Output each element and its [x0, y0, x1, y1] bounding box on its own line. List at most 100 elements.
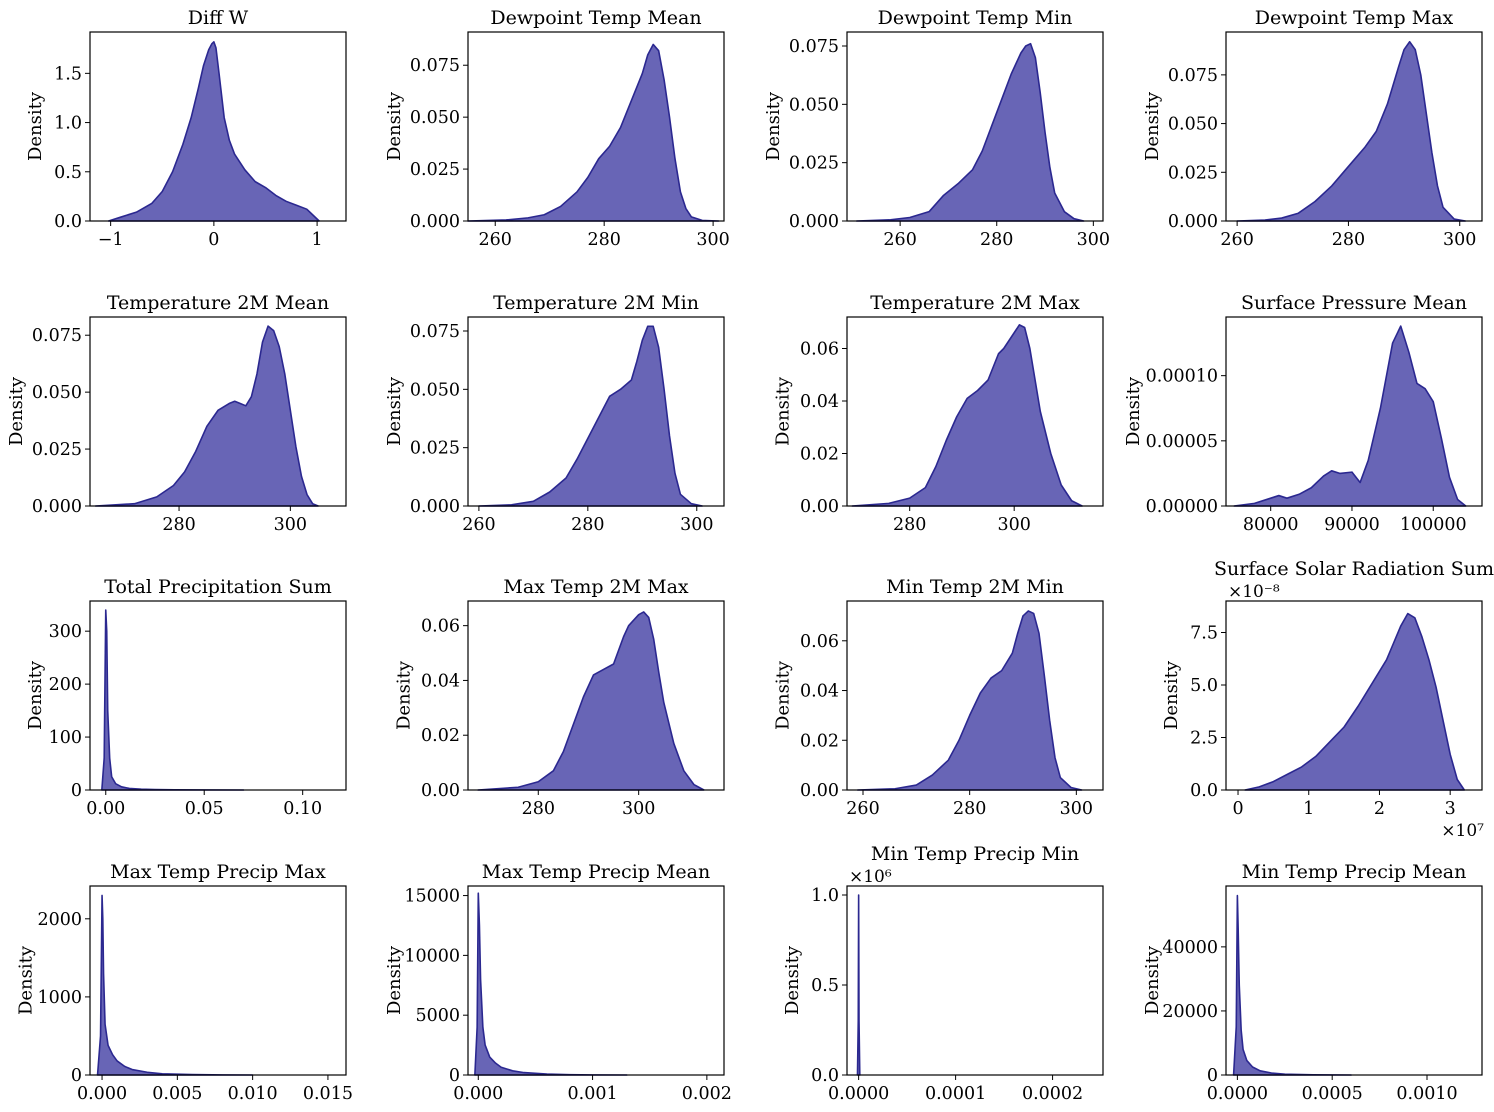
y-tick-label: 2000: [37, 910, 82, 930]
x-tick-label: 0: [208, 230, 219, 250]
subplot-8: 80000 90000 100000 0.00000 0.00005 0.00010Den…: [1123, 292, 1483, 535]
plot-frame: [1225, 600, 1483, 791]
subplot-title: Temperature 2M Max: [870, 292, 1080, 314]
y-axis-label: Density: [773, 376, 794, 446]
x-tick-label: 280: [571, 515, 604, 535]
subplot-title: Min Temp 2M Min: [886, 576, 1064, 598]
y-tick-label: 15000: [404, 887, 460, 907]
x-tick-label: 280: [587, 230, 620, 250]
x-offset-label: ×10⁷: [1441, 821, 1484, 841]
y-tick-label: 10000: [404, 946, 460, 966]
density-area: [1232, 894, 1352, 1076]
plot-frame: [467, 31, 725, 222]
y-tick-label: 2.5: [1190, 729, 1218, 749]
y-tick-label: 0.025: [1168, 163, 1218, 183]
y-tick-label: 0.06: [800, 632, 839, 652]
y-offset-label: ×10⁻⁸: [1228, 582, 1280, 602]
subplot-15: 0.0000 0.0001 0.0002 0.0 0.5 1.0 Density ×10⁶Mi…: [782, 843, 1104, 1104]
x-tick-label: 300: [696, 230, 729, 250]
plot-frame: [467, 885, 725, 1076]
subplot-10: 280 300 0.00 0.02 0.04 0.06 Density Max Temp 2M…: [394, 576, 725, 819]
y-tick-label: 0.5: [54, 163, 82, 183]
y-tick-label: 0.000: [1168, 212, 1218, 232]
y-axis-label: Density: [6, 376, 27, 446]
y-tick-label: 0: [449, 1066, 460, 1086]
y-tick-label: 0.025: [789, 154, 839, 174]
y-tick-label: 0.04: [800, 682, 839, 702]
x-tick-label: 0.0002: [1022, 1084, 1083, 1104]
x-tick-label: 300: [274, 515, 307, 535]
x-tick-label: 280: [162, 515, 195, 535]
x-tick-label: 1: [312, 230, 323, 250]
y-tick-label: 20000: [1162, 1002, 1218, 1022]
density-area: [96, 894, 254, 1076]
y-tick-label: 0.000: [789, 212, 839, 232]
x-tick-label: 260: [1220, 230, 1253, 250]
y-tick-label: 0.00000: [1146, 497, 1218, 517]
x-tick-label: 280: [893, 515, 926, 535]
x-tick-label: 280: [980, 230, 1013, 250]
subplot-title: Min Temp Precip Min: [871, 843, 1079, 865]
density-area: [101, 609, 245, 791]
x-tick-label: 300: [1077, 230, 1110, 250]
subplot-title: Max Temp Precip Max: [110, 861, 326, 883]
x-tick-label: 280: [1332, 230, 1365, 250]
y-tick-label: 1000: [37, 988, 82, 1008]
plot-frame: [1225, 885, 1483, 1076]
y-tick-label: 0.00010: [1146, 367, 1218, 387]
density-area: [478, 325, 704, 507]
y-tick-label: 0.050: [1168, 115, 1218, 135]
plot-frame: [89, 316, 347, 507]
y-tick-label: 0.075: [410, 56, 460, 76]
x-tick-label: 300: [1443, 230, 1476, 250]
subplot-title: Temperature 2M Min: [493, 292, 699, 314]
x-tick-label: −1: [98, 230, 124, 250]
x-tick-label: 90000: [1324, 515, 1380, 535]
x-tick-label: 300: [1060, 799, 1093, 819]
y-tick-label: 0.0: [1190, 781, 1218, 801]
x-tick-label: 280: [522, 799, 555, 819]
y-tick-label: 0.000: [32, 497, 82, 517]
x-tick-label: 0.010: [228, 1084, 278, 1104]
y-axis-label: Density: [773, 660, 794, 730]
y-axis-label: Density: [394, 660, 415, 730]
y-tick-label: 1.0: [811, 886, 839, 906]
y-tick-label: 0.025: [410, 439, 460, 459]
subplot-14: 0.000 0.001 0.002 0 5000 10000 15000 Density Max…: [384, 861, 732, 1104]
subplot-title: Dewpoint Temp Mean: [490, 7, 701, 29]
y-tick-label: 0.075: [410, 322, 460, 342]
x-tick-label: 0.002: [682, 1084, 732, 1104]
y-tick-label: 0.075: [789, 37, 839, 57]
x-tick-label: 0.0005: [1302, 1084, 1363, 1104]
y-tick-label: 0.06: [800, 340, 839, 360]
y-tick-label: 0.00: [800, 497, 839, 517]
plot-frame: [846, 885, 1104, 1076]
y-tick-label: 0.04: [800, 392, 839, 412]
x-tick-label: 300: [997, 515, 1030, 535]
y-tick-label: 1.0: [54, 114, 82, 134]
density-area: [467, 43, 720, 222]
subplot-5: 280 300 0.000 0.025 0.050 0.075 Density Tempera…: [6, 292, 347, 535]
y-axis-label: Density: [25, 660, 46, 730]
subplot-title: Total Precipitation Sum: [104, 576, 331, 598]
density-area: [856, 894, 861, 1076]
x-tick-label: 0.0000: [828, 1084, 889, 1104]
subplot-title: Dewpoint Temp Max: [1255, 7, 1454, 29]
x-tick-label: 2: [1374, 799, 1385, 819]
y-tick-label: 0.02: [421, 726, 460, 746]
y-tick-label: 5000: [415, 1006, 460, 1026]
x-tick-label: 300: [680, 515, 713, 535]
plot-frame: [89, 885, 347, 1076]
y-tick-label: 1.5: [54, 64, 82, 84]
density-area: [107, 41, 320, 222]
plot-frame: [467, 600, 725, 791]
x-tick-label: 80000: [1243, 515, 1299, 535]
subplot-title: Surface Pressure Mean: [1241, 292, 1467, 314]
subplot-7: 280 300 0.00 0.02 0.04 0.06 Density Temperature…: [773, 292, 1104, 535]
x-tick-label: 0.0000: [1207, 1084, 1268, 1104]
x-tick-label: 0.005: [152, 1084, 202, 1104]
subplot-12: 0 1 2 3 0.0 2.5 5.0 7.5 Density ×10⁻⁸ ×10⁷ Surface …: [1161, 558, 1494, 841]
